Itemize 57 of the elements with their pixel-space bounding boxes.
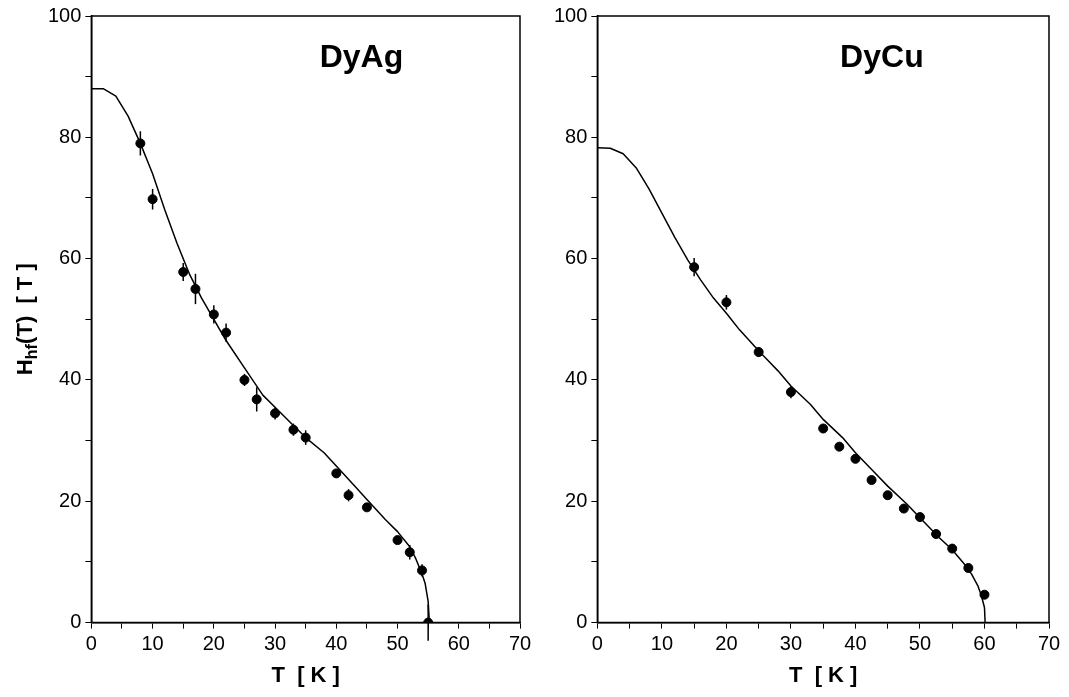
point	[931, 529, 942, 540]
point	[288, 424, 299, 435]
x-tick-label: 30	[779, 632, 803, 655]
x-tick-label: 30	[263, 632, 287, 655]
point	[721, 297, 732, 308]
point	[979, 589, 990, 600]
point	[834, 441, 845, 452]
point	[135, 138, 146, 149]
text: DyCu	[840, 37, 924, 74]
y-tick-label: 100	[553, 3, 588, 26]
point	[963, 563, 974, 574]
y-tick-label: 60	[59, 246, 82, 269]
point	[343, 490, 354, 501]
x-tick-label: 40	[844, 632, 867, 655]
point	[914, 512, 925, 523]
point	[753, 347, 764, 358]
x-tick-label: 10	[650, 632, 674, 655]
point	[147, 194, 158, 205]
y-axis-title: Hhf(T) [ T ]	[12, 263, 41, 376]
point	[361, 502, 372, 513]
x-tick-label: 60	[447, 632, 470, 655]
y-tick-label: 80	[565, 124, 588, 147]
point	[898, 503, 909, 514]
y-tick-label: 0	[576, 610, 588, 633]
y-tick-label: 80	[59, 124, 82, 147]
y-tick-label: 60	[565, 246, 588, 269]
y-tick-label: 100	[47, 3, 82, 26]
y-tick-label: 0	[70, 610, 82, 633]
x-tick-label: 20	[202, 632, 225, 655]
point	[251, 394, 262, 405]
x-tick-label: 70	[508, 632, 532, 655]
point	[300, 432, 311, 443]
point	[190, 283, 201, 294]
point	[947, 543, 958, 554]
x-axis-title: T [ K ]	[788, 661, 858, 687]
point	[818, 423, 829, 434]
x-tick-label: 50	[908, 632, 932, 655]
y-tick-label: 20	[565, 488, 588, 511]
y-tick-label: 40	[59, 367, 82, 390]
x-tick-label: 0	[85, 632, 97, 655]
point	[239, 374, 250, 385]
point	[392, 535, 403, 546]
y-tick-label: 40	[565, 367, 588, 390]
x-axis-title: T [ K ]	[271, 661, 340, 687]
point	[866, 475, 877, 486]
x-tick-label: 70	[1037, 632, 1061, 655]
x-tick-label: 40	[325, 632, 348, 655]
point	[882, 490, 893, 501]
point	[331, 468, 342, 479]
y-tick-label: 20	[59, 488, 82, 511]
x-tick-label: 0	[591, 632, 603, 655]
text: DyAg	[319, 37, 404, 74]
x-tick-label: 10	[141, 632, 164, 655]
point	[850, 453, 861, 464]
x-tick-label: 20	[715, 632, 738, 655]
x-tick-label: 60	[973, 632, 996, 655]
x-tick-label: 50	[386, 632, 409, 655]
